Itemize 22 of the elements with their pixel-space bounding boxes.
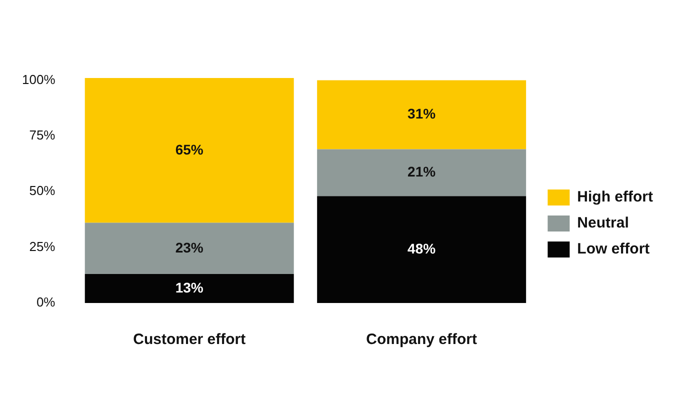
legend-label: Low effort (577, 240, 650, 258)
bar (84, 222, 294, 274)
legend-label: Neutral (577, 214, 629, 232)
bar (317, 149, 526, 196)
data-label: 65% (175, 141, 204, 158)
y-tick-label: 100% (22, 72, 56, 87)
x-tick-label: Customer effort (133, 331, 246, 348)
bar (317, 196, 526, 303)
bar (84, 78, 294, 223)
x-tick-label: Company effort (366, 331, 477, 348)
bar (84, 274, 294, 303)
y-tick-label: 50% (29, 183, 56, 198)
data-label: 21% (408, 164, 436, 180)
y-tick-label: 75% (29, 128, 56, 142)
y-tick-label: 0% (36, 294, 56, 310)
y-tick-label: 25% (29, 238, 56, 254)
data-label: 31% (408, 106, 436, 122)
data-label: 13% (175, 279, 204, 296)
bar (317, 80, 526, 150)
data-label: 23% (175, 239, 204, 256)
legend-label: High effort (577, 188, 654, 206)
data-label: 48% (408, 240, 436, 256)
